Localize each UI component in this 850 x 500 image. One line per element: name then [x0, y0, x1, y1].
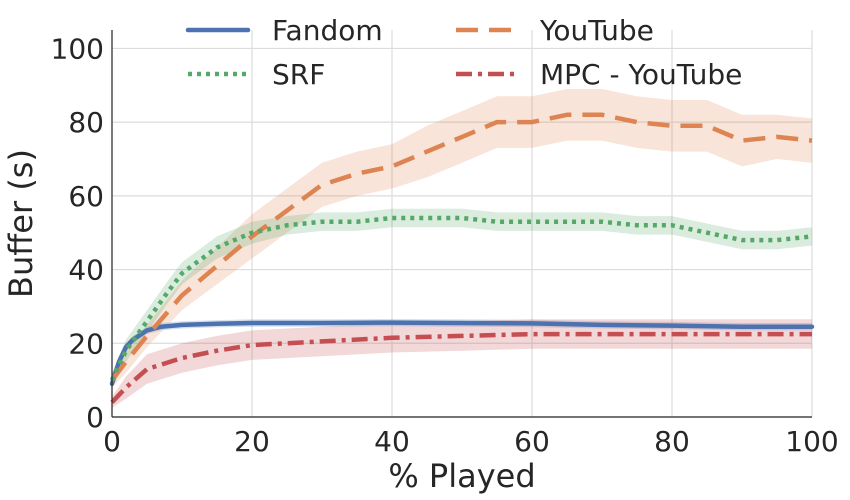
- y-axis-title: Buffer (s): [2, 149, 40, 298]
- legend-label-youtube: YouTube: [539, 14, 654, 47]
- tick-labels: 0 20 40 60 80 100 0 20 40 60 80 100: [51, 32, 839, 458]
- x-tick-label: 60: [514, 425, 550, 458]
- srf-line: [109, 215, 813, 382]
- legend-label-mpc-youtube: MPC - YouTube: [540, 58, 742, 91]
- x-tick-label: 20: [234, 425, 270, 458]
- y-tick-label: 20: [68, 327, 104, 360]
- x-tick-label: 40: [374, 425, 410, 458]
- y-tick-label: 100: [51, 32, 104, 65]
- x-axis-title: % Played: [388, 457, 535, 495]
- legend-label-srf: SRF: [272, 58, 325, 91]
- legend-label-fandom: Fandom: [272, 14, 383, 47]
- youtube-line: [110, 112, 813, 382]
- axes: [111, 30, 812, 418]
- x-tick-label: 80: [654, 425, 690, 458]
- fandom-line: [109, 320, 815, 387]
- y-tick-label: 40: [68, 254, 104, 287]
- series-lines: [109, 112, 815, 404]
- x-tick-label: 100: [785, 425, 838, 458]
- y-tick-label: 60: [68, 180, 104, 213]
- mpc-youtube-band: [112, 319, 812, 408]
- x-tick-label: 0: [103, 425, 121, 458]
- y-tick-label: 0: [86, 401, 104, 434]
- y-tick-label: 80: [68, 106, 104, 139]
- mpc-youtube-line: [110, 331, 812, 404]
- legend: Fandom YouTube SRF MPC - YouTube: [185, 14, 742, 91]
